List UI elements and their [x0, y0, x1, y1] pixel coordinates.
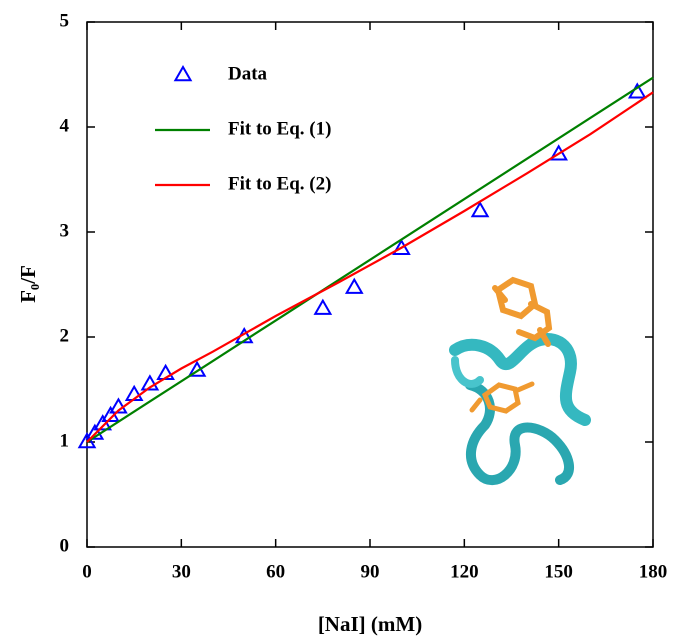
x-tick-label: 0 [82, 561, 92, 582]
ribbon [449, 333, 591, 426]
data-point [109, 397, 128, 414]
legend-label: Fit to Eq. (1) [228, 118, 331, 139]
legend-label: Fit to Eq. (2) [228, 173, 331, 194]
legend-label: Data [228, 63, 268, 84]
side-chain [469, 381, 535, 414]
fit-line [86, 91, 654, 443]
data-point [470, 200, 490, 218]
y-tick-label: 0 [60, 535, 70, 556]
y-axis-label: F₀/F [16, 265, 40, 303]
data-point [85, 423, 105, 440]
x-tick-label: 120 [450, 561, 479, 582]
data-point [313, 298, 333, 315]
side-chain [492, 276, 553, 347]
data-point [344, 277, 364, 294]
ribbon [451, 356, 484, 388]
x-axis-label: [NaI] (mM) [318, 612, 422, 636]
x-tick-label: 180 [639, 561, 668, 582]
x-tick-label: 90 [361, 561, 380, 582]
y-tick-label: 5 [60, 10, 70, 31]
x-tick-label: 60 [266, 561, 285, 582]
x-tick-label: 150 [544, 561, 573, 582]
y-tick-label: 1 [60, 430, 70, 451]
data-point [392, 238, 411, 255]
data-point [140, 374, 160, 391]
data-point [549, 144, 568, 161]
y-tick-label: 2 [60, 325, 70, 346]
y-tick-label: 4 [60, 115, 70, 136]
ribbon [465, 380, 574, 486]
legend-swatch [173, 64, 193, 82]
y-tick-label: 3 [60, 220, 70, 241]
fit-line [86, 76, 654, 443]
protein-illustration [449, 276, 591, 486]
x-tick-label: 30 [172, 561, 191, 582]
